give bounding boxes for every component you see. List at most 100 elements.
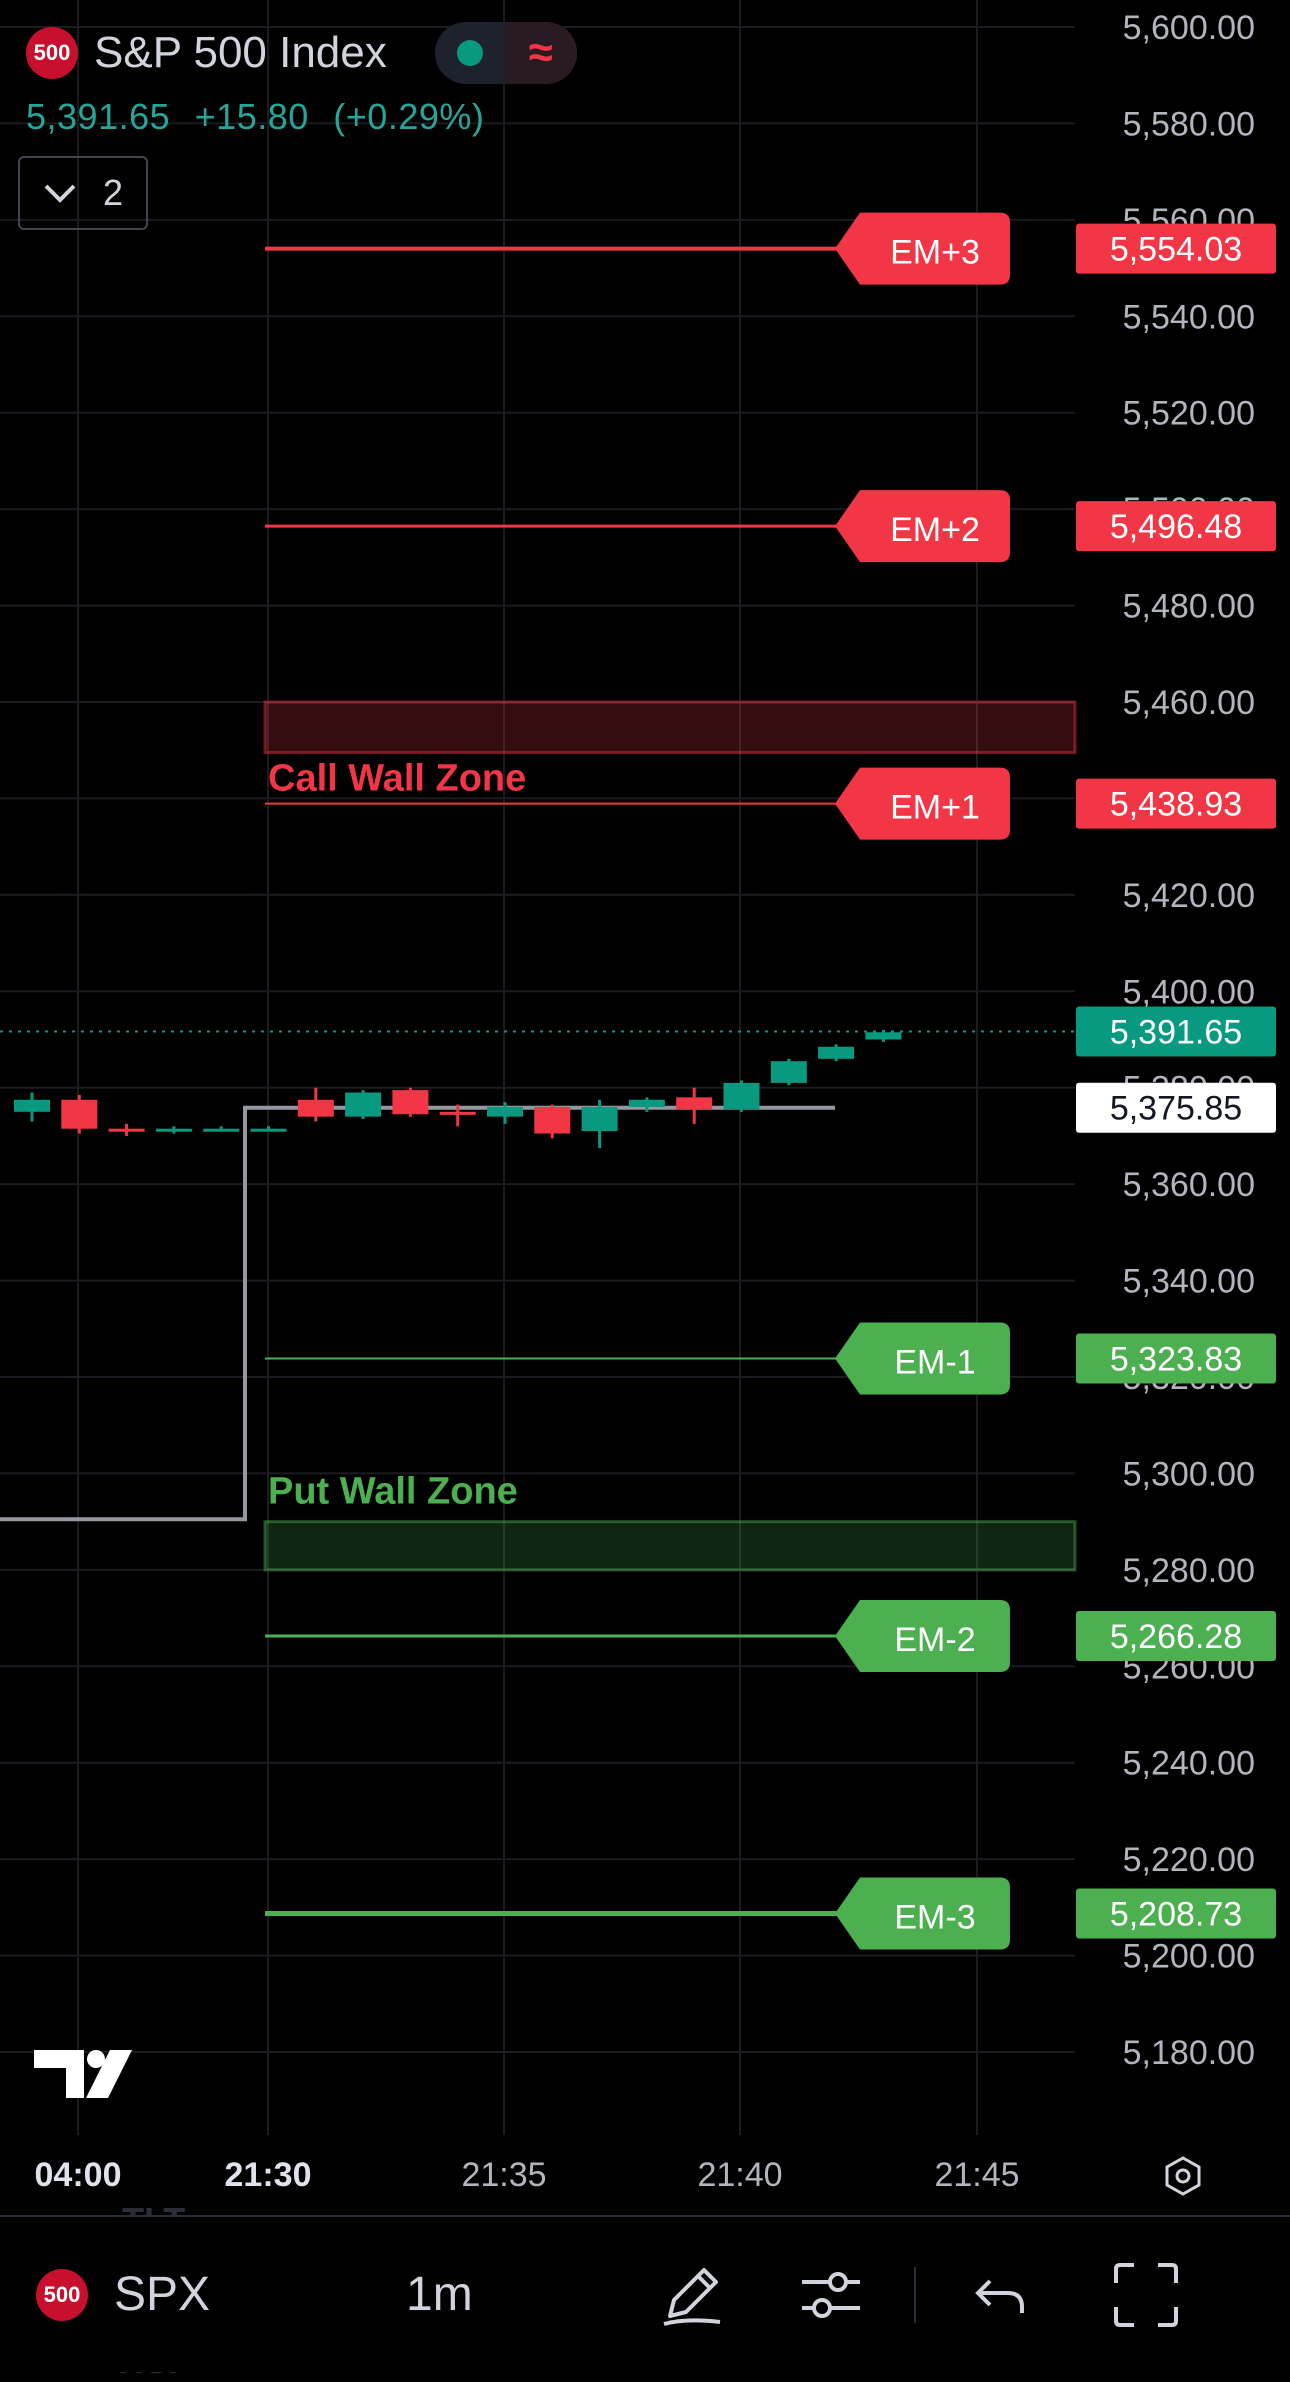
symbol-badge: 500 xyxy=(26,27,78,79)
em-price-label: 5,554.03 xyxy=(1110,231,1242,269)
status-pill[interactable]: ≈ xyxy=(434,22,577,84)
em-level-flag xyxy=(835,1322,1010,1395)
price-tick-label: 5,600.00 xyxy=(1123,9,1255,47)
symbol-badge: 500 xyxy=(36,2268,88,2321)
em-price-label: 5,323.83 xyxy=(1110,1341,1242,1379)
price-tick-label: 5,520.00 xyxy=(1123,395,1255,433)
indicator-settings-button[interactable] xyxy=(798,2217,864,2372)
price-change: +15.80 xyxy=(194,96,309,137)
price-tick-label: 5,420.00 xyxy=(1123,877,1255,915)
em-price-label: 5,208.73 xyxy=(1110,1895,1242,1933)
prev-close-tag xyxy=(1076,1082,1276,1133)
market-open-icon xyxy=(456,40,483,66)
candle-body xyxy=(534,1107,571,1134)
candle-body xyxy=(250,1128,287,1132)
wall-zone-label: Call Wall Zone xyxy=(268,758,526,800)
em-level-flag xyxy=(835,490,1010,563)
em-level-label: EM+2 xyxy=(890,511,980,549)
pen-icon xyxy=(663,2267,721,2326)
time-tick-label: 21:45 xyxy=(934,2156,1019,2194)
tradingview-logo-icon[interactable] xyxy=(34,2050,132,2098)
wall-zones: Call Wall Zone Put Wall Zone xyxy=(263,700,1077,1572)
chevron-down-icon xyxy=(44,184,76,203)
price-tick-label: 5,200.00 xyxy=(1123,1938,1255,1976)
last-price: 5,391.65 xyxy=(26,96,171,137)
undo-icon xyxy=(975,2279,1024,2313)
price-quote: 5,391.65 +15.80 (+0.29%) xyxy=(26,96,498,138)
em-price-tag xyxy=(1076,223,1276,274)
candle-body xyxy=(865,1032,902,1040)
indicator-legend-toggle[interactable]: 2 xyxy=(18,156,148,230)
time-tick-label: 21:35 xyxy=(461,2156,546,2194)
em-levels: EM+3 EM+2 EM+1 EM-1 EM-2 EM-3 xyxy=(265,212,1010,1950)
em-level-label: EM+1 xyxy=(890,789,980,827)
last-price-tag xyxy=(1076,1006,1276,1057)
em-price-label: 5,496.48 xyxy=(1110,508,1242,546)
candle-body xyxy=(14,1099,50,1112)
candle-body xyxy=(628,1099,665,1107)
toolbar-divider xyxy=(914,2267,916,2323)
chart-grid xyxy=(0,0,1075,2135)
em-level-label: EM+3 xyxy=(890,234,980,272)
candle-body xyxy=(392,1090,429,1115)
prev-close-step-line xyxy=(0,1105,835,1522)
symbol-header[interactable]: 500 S&P 500 Index ≈ xyxy=(26,22,577,84)
price-tick-label: 5,220.00 xyxy=(1123,1841,1255,1879)
candle-body xyxy=(439,1111,476,1115)
price-tick-label: 5,400.00 xyxy=(1123,973,1255,1011)
em-level-label: EM-2 xyxy=(894,1621,975,1659)
em-price-tag xyxy=(1076,1611,1276,1662)
price-change-percent: (+0.29%) xyxy=(333,96,485,137)
symbol-name[interactable]: S&P 500 Index xyxy=(94,28,387,77)
candle-body xyxy=(108,1128,145,1132)
wall-zone-rect xyxy=(263,1520,1077,1572)
sliders-icon xyxy=(802,2271,860,2318)
undo-button[interactable] xyxy=(972,2217,1028,2372)
drawing-tools-button[interactable] xyxy=(656,2217,726,2372)
candle-body xyxy=(155,1128,192,1132)
settings-hex-icon[interactable] xyxy=(1165,2156,1201,2196)
interval-label: 1m xyxy=(406,2268,473,2321)
fullscreen-button[interactable] xyxy=(1112,2217,1180,2372)
em-level-flag xyxy=(835,767,1010,840)
candle-body xyxy=(487,1107,523,1117)
interval-selector[interactable]: 1m xyxy=(406,2217,473,2372)
price-axis: 5,600.005,580.005,560.005,540.005,520.00… xyxy=(0,9,1276,2072)
candle-body xyxy=(676,1097,713,1110)
price-tick-label: 5,180.00 xyxy=(1123,2034,1255,2072)
em-price-label: 5,266.28 xyxy=(1110,1618,1242,1656)
em-level-flag xyxy=(835,1877,1010,1950)
candle-body xyxy=(581,1107,618,1132)
em-price-tag xyxy=(1076,778,1276,829)
em-price-tag xyxy=(1076,1888,1276,1939)
price-tick-label: 5,240.00 xyxy=(1123,1745,1255,1783)
candle-body xyxy=(770,1061,807,1083)
time-tick-label: 04:00 xyxy=(35,2156,122,2194)
em-price-tag xyxy=(1076,501,1276,552)
symbol-ticker: SPX xyxy=(114,2268,211,2321)
delayed-data-icon: ≈ xyxy=(504,22,577,84)
time-tick-label: 21:40 xyxy=(697,2156,782,2194)
prev-close-label: 5,375.85 xyxy=(1110,1090,1242,1128)
candle-body xyxy=(297,1099,334,1117)
price-tick-label: 5,580.00 xyxy=(1123,105,1255,143)
em-price-label: 5,438.93 xyxy=(1110,786,1242,824)
wall-zone-label: Put Wall Zone xyxy=(268,1471,518,1513)
price-tick-label: 5,280.00 xyxy=(1123,1552,1255,1590)
time-tick-label: 21:30 xyxy=(225,2156,312,2194)
candle-body xyxy=(345,1092,382,1117)
symbol-selector[interactable]: 500 SPX xyxy=(36,2217,210,2372)
price-tick-label: 5,460.00 xyxy=(1123,684,1255,722)
wall-zone-rect xyxy=(263,700,1077,755)
price-tick-label: 5,300.00 xyxy=(1123,1455,1255,1493)
price-tick-label: 5,360.00 xyxy=(1123,1166,1255,1204)
bottom-toolbar: 500 SPX 1m xyxy=(0,2215,1290,2372)
candles xyxy=(14,1029,902,1148)
em-level-flag xyxy=(835,212,1010,285)
candle-body xyxy=(61,1099,98,1129)
candle-body xyxy=(723,1082,760,1110)
candle-body xyxy=(818,1046,855,1059)
price-chart[interactable]: Call Wall Zone Put Wall Zone EM+3 EM+2 EM+1… xyxy=(0,0,1290,2210)
em-price-tag xyxy=(1076,1333,1276,1384)
em-level-flag xyxy=(835,1600,1010,1673)
